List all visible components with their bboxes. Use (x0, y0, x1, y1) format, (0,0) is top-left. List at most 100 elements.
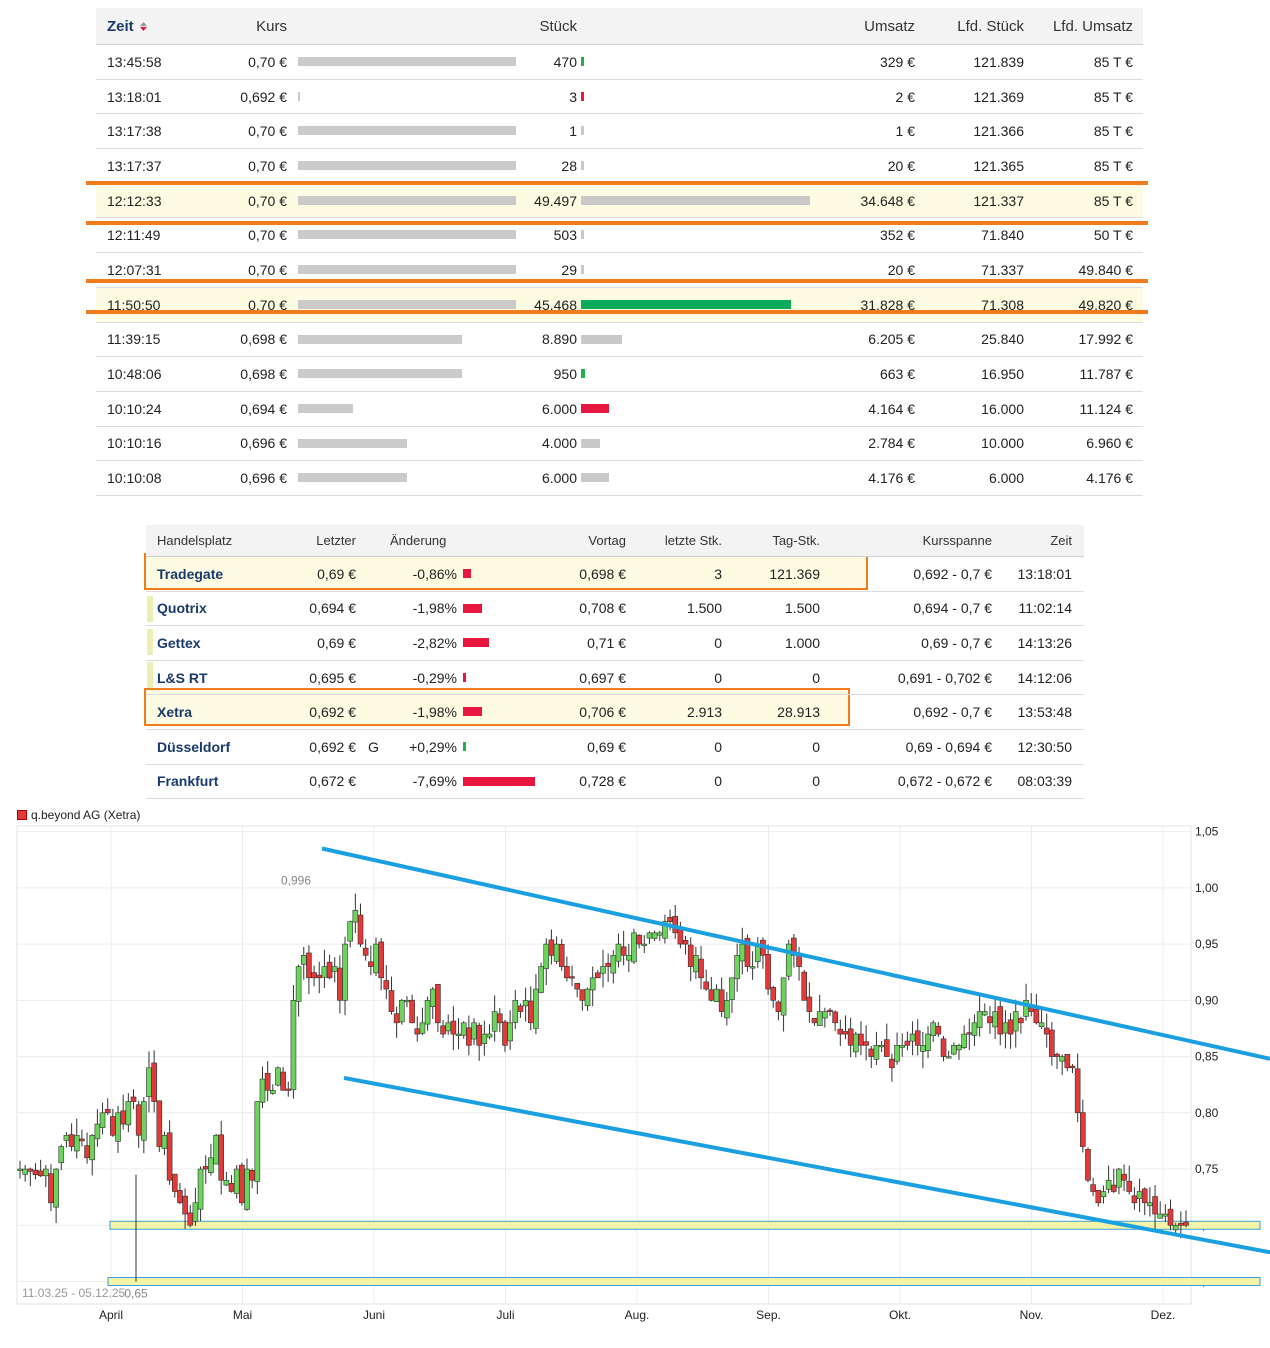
legend-swatch-icon (17, 810, 27, 820)
cell-stueck: 4.000 (541, 435, 577, 452)
candle (373, 943, 379, 974)
candle (1080, 1112, 1086, 1147)
candle (115, 1112, 121, 1142)
stueck-bar (581, 91, 584, 101)
sort-zeit-header[interactable]: Zeit (107, 8, 147, 44)
chart-legend-label: q.beyond AG (Xetra) (31, 808, 141, 822)
candle (538, 966, 544, 993)
cell-zeit: 11:50:50 (107, 296, 161, 313)
candle (125, 1101, 132, 1126)
cell-kursspanne: 0,691 - 0,702 € (897, 669, 992, 686)
candle (682, 939, 689, 945)
cell-kurs: 0,698 € (240, 331, 287, 348)
change-bar (463, 569, 472, 578)
candle (1100, 1191, 1107, 1198)
support-zone (109, 1220, 1261, 1230)
cell-lfd-stueck: 71.840 (981, 227, 1024, 244)
table-row: 13:45:58 0,70 € 470 329 € 121.839 85 T € (96, 45, 1143, 80)
cell-letzter: 0,695 € (309, 669, 356, 686)
candle (744, 937, 751, 967)
exchange-link[interactable]: Gettex (157, 634, 201, 651)
header-zeit[interactable]: Zeit (1050, 533, 1072, 548)
candle (1126, 1180, 1133, 1192)
cell-zeit: 13:45:58 (107, 53, 162, 70)
cell-tag-stk: 0 (812, 669, 820, 686)
table-row: 10:10:16 0,696 € 4.000 2.784 € 10.000 6.960 € (96, 427, 1143, 462)
header-lfd-stueck[interactable]: Lfd. Stück (957, 17, 1024, 35)
candle (460, 1022, 467, 1036)
exchange-link[interactable]: Tradegate (157, 565, 224, 582)
candle (1116, 1168, 1122, 1188)
exchange-link[interactable]: Düsseldorf (157, 738, 231, 755)
candle (120, 1110, 126, 1125)
candle (1090, 1184, 1096, 1192)
header-aenderung[interactable]: Änderung (390, 533, 447, 548)
table-row: 10:10:24 0,694 € 6.000 4.164 € 16.000 11.124 … (96, 392, 1143, 427)
cell-kurs: 0,70 € (248, 123, 287, 140)
candle (1002, 1022, 1009, 1034)
candle (1141, 1188, 1148, 1204)
candle (811, 1017, 818, 1024)
change-bar (463, 741, 466, 751)
row-marker (147, 596, 153, 622)
candle (311, 972, 317, 979)
candle (1043, 1027, 1050, 1035)
highlight-line (86, 221, 1148, 225)
header-letzte-stk[interactable]: letzte Stk. (664, 533, 722, 548)
cell-kurs: 0,70 € (248, 261, 287, 278)
exchange-link[interactable]: Frankfurt (157, 773, 219, 790)
cell-zeit: 10:48:06 (107, 366, 162, 383)
candle (295, 966, 302, 1002)
cell-kursspanne: 0,692 - 0,7 € (913, 565, 992, 582)
table-row: 12:07:31 0,70 € 29 20 € 71.337 49.840 € (96, 253, 1143, 288)
header-lfd-umsatz[interactable]: Lfd. Umsatz (1052, 17, 1133, 35)
header-handelsplatz[interactable]: Handelsplatz (157, 533, 233, 548)
candle (378, 941, 384, 979)
candle (620, 946, 627, 956)
cell-umsatz: 2.784 € (868, 435, 915, 452)
candle (1069, 1065, 1076, 1069)
x-tick-label: Sep. (756, 1308, 781, 1322)
cell-lfd-stueck: 71.308 (981, 296, 1024, 313)
candle (1157, 1213, 1164, 1219)
candle (651, 932, 658, 939)
header-letzter[interactable]: Letzter (316, 533, 356, 548)
exchange-link[interactable]: Quotrix (157, 600, 207, 617)
cell-lfd-umsatz: 85 T € (1093, 88, 1133, 105)
cell-lfd-stueck: 25.840 (981, 331, 1024, 348)
header-kurs[interactable]: Kurs (256, 17, 287, 35)
candle (37, 1170, 44, 1177)
candle (780, 977, 787, 1016)
header-vortag[interactable]: Vortag (588, 533, 626, 548)
stueck-bar (581, 334, 623, 344)
low-annotation: 0,65 (124, 1287, 148, 1301)
candle (290, 1000, 297, 1091)
kurs-bar (298, 161, 516, 171)
candle (1162, 1213, 1169, 1217)
candle (398, 1000, 405, 1023)
table-row: 10:10:08 0,696 € 6.000 4.176 € 6.000 4.176 € (96, 461, 1143, 496)
cell-aenderung: -2,82% (412, 634, 457, 651)
candle (548, 939, 555, 956)
header-stueck[interactable]: Stück (539, 17, 577, 35)
header-kursspanne[interactable]: Kursspanne (922, 533, 992, 548)
candle (883, 1039, 890, 1057)
candle (925, 1033, 931, 1051)
candle (130, 1096, 137, 1102)
trendline-lower (343, 1075, 1270, 1255)
exchange-link[interactable]: Xetra (157, 704, 193, 721)
candle (517, 1005, 524, 1012)
candle (68, 1134, 75, 1147)
change-bar (463, 603, 482, 613)
header-tag-stk[interactable]: Tag-Stk. (772, 533, 820, 548)
candle (749, 966, 756, 969)
header-umsatz[interactable]: Umsatz (864, 17, 915, 35)
stueck-bar (581, 161, 584, 171)
x-tick-label: Juni (363, 1308, 385, 1322)
cell-umsatz: 20 € (887, 157, 915, 174)
cell-lfd-stueck: 16.000 (981, 400, 1024, 417)
candle (698, 958, 704, 979)
cell-zeit: 10:10:08 (107, 470, 162, 487)
cell-tag-stk: 28.913 (777, 704, 820, 721)
exchange-link[interactable]: L&S RT (157, 669, 208, 686)
